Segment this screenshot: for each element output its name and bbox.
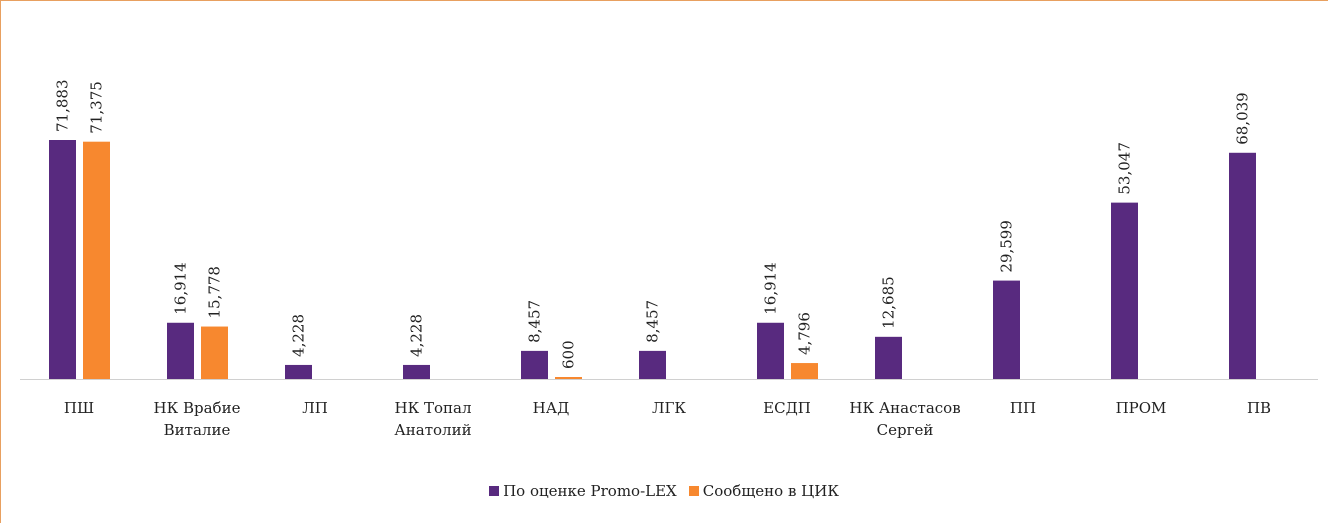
data-label: 4,796 (796, 312, 814, 355)
legend-swatch (688, 486, 699, 496)
bar (167, 322, 194, 379)
bar (403, 364, 430, 379)
data-label: 16,914 (762, 262, 780, 315)
bar (757, 322, 784, 379)
bar (555, 377, 582, 379)
data-label: 600 (560, 340, 578, 369)
bar (1111, 202, 1138, 379)
data-label: 29,599 (998, 220, 1016, 273)
data-label: 71,375 (88, 81, 106, 134)
x-tick-label: ПП (1009, 399, 1037, 417)
legend-label: Сообщено в ЦИК (702, 482, 839, 500)
data-label: 15,778 (206, 266, 224, 319)
x-tick-label: ЛГК (651, 399, 687, 417)
data-label: 53,047 (1116, 142, 1134, 195)
bar (1229, 152, 1256, 379)
bar (993, 280, 1020, 379)
bar (521, 350, 548, 379)
bar (875, 336, 902, 379)
x-tick-label: НК Топал Анатолий (394, 399, 472, 439)
x-tick-label: НАД (532, 399, 570, 417)
legend-swatch (489, 486, 500, 496)
legend-label: По оценке Promo-LEX (503, 482, 677, 500)
x-tick-label: ЛП (302, 399, 328, 417)
data-label: 68,039 (1234, 92, 1252, 145)
legend-item: Сообщено в ЦИК (688, 482, 839, 500)
legend: По оценке Promo-LEX Сообщено в ЦИК (0, 482, 1328, 500)
bar (791, 363, 818, 379)
bar (285, 364, 312, 379)
data-label: 12,685 (880, 276, 898, 329)
legend-item: По оценке Promo-LEX (489, 482, 677, 500)
bar (49, 140, 76, 379)
x-tick-label: НК Врабие Виталие (153, 399, 241, 439)
x-tick-label: НК Анастасов Сергей (849, 399, 961, 439)
data-label: 4,228 (408, 314, 426, 357)
data-label: 4,228 (290, 314, 308, 357)
bar (201, 326, 228, 379)
x-tick-label: ПВ (1246, 399, 1272, 417)
x-tick-label: ПШ (63, 399, 95, 417)
data-label: 71,883 (54, 80, 72, 133)
data-label: 8,457 (644, 300, 662, 343)
x-tick-label: ЕСДП (763, 399, 811, 417)
x-tick-label: ПРОМ (1115, 399, 1167, 417)
bar (639, 350, 666, 379)
bar (83, 141, 110, 379)
data-label: 16,914 (172, 262, 190, 315)
data-label: 8,457 (526, 300, 544, 343)
